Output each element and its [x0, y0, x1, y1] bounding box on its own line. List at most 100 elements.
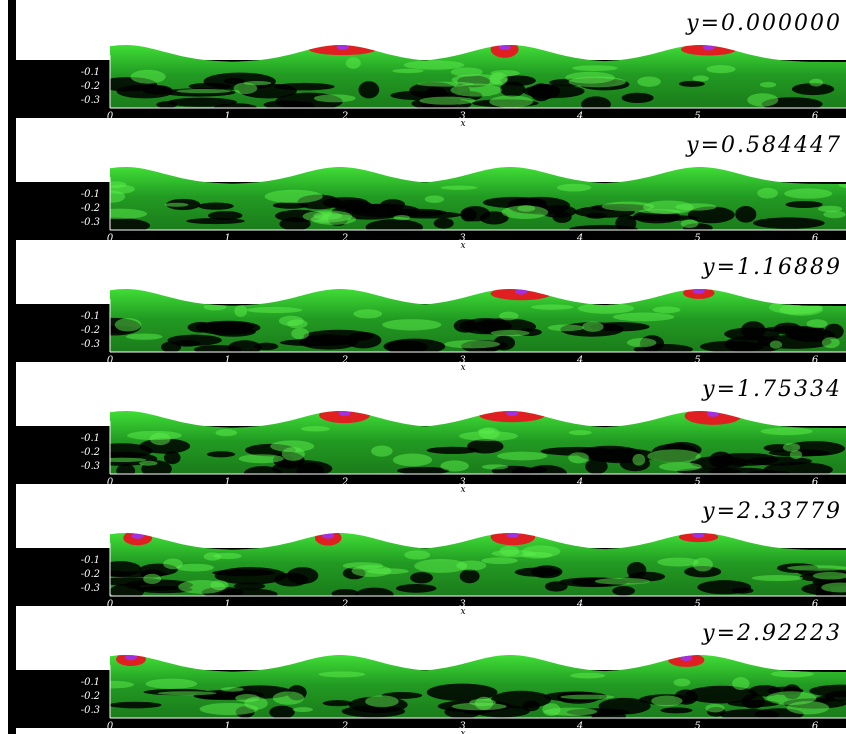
- left-surface: [16, 414, 110, 426]
- light-patch: [157, 691, 217, 696]
- violet-patch: [498, 45, 511, 51]
- x-axis-label: x: [460, 607, 465, 617]
- dark-patch: [206, 451, 236, 458]
- x-tick-label: 1: [224, 599, 230, 610]
- dark-patch: [699, 340, 765, 352]
- x-tick-label: 6: [812, 477, 819, 488]
- light-patch: [647, 449, 701, 464]
- light-patch: [789, 450, 803, 460]
- light-patch: [444, 340, 501, 349]
- light-patch: [392, 453, 433, 467]
- light-patch: [499, 311, 519, 321]
- x-tick-label: 5: [694, 477, 700, 488]
- light-patch: [821, 582, 846, 593]
- dark-patch: [296, 462, 325, 474]
- violet-patch: [322, 533, 335, 539]
- field: [110, 289, 846, 352]
- dark-patch: [322, 700, 353, 707]
- light-patch: [264, 189, 323, 204]
- panel: y=2.33779 0 1 2 3 4 5 6 -0.1 -0.2 -0.3 x: [16, 499, 846, 617]
- violet-patch: [515, 289, 528, 295]
- violet-patch: [506, 411, 519, 417]
- dark-patch: [522, 700, 540, 712]
- y-tick-label: -0.2: [81, 325, 100, 336]
- light-patch: [178, 579, 226, 594]
- light-patch: [782, 443, 801, 452]
- light-patch: [706, 65, 736, 74]
- dark-patch: [110, 561, 142, 577]
- light-patch: [440, 460, 469, 472]
- y-tick-label: -0.1: [81, 677, 100, 688]
- x-tick-label: 2: [341, 721, 348, 732]
- dark-patch: [142, 85, 173, 95]
- dark-patch: [383, 208, 447, 217]
- x-tick-label: 3: [459, 355, 465, 366]
- light-patch: [450, 67, 483, 77]
- x-tick-label: 6: [812, 599, 819, 610]
- y-tick-label: -0.2: [81, 447, 100, 458]
- violet-patch: [338, 411, 351, 417]
- dark-patch: [186, 218, 245, 225]
- y-tick-label: -0.2: [81, 81, 100, 92]
- light-patch: [215, 429, 238, 437]
- y-tick-label: -0.2: [81, 691, 100, 702]
- light-patch: [543, 707, 598, 716]
- dark-patch: [824, 690, 846, 702]
- light-patch: [456, 560, 487, 571]
- dark-patch: [219, 588, 278, 596]
- light-patch: [235, 694, 260, 703]
- x-tick-label: 0: [107, 111, 114, 122]
- dark-patch: [433, 217, 454, 229]
- dark-patch: [426, 683, 498, 701]
- violet-patch: [702, 45, 715, 51]
- field: [110, 411, 846, 474]
- light-patch: [692, 75, 709, 82]
- light-patch: [382, 319, 442, 331]
- y-tick-label: -0.3: [81, 461, 100, 472]
- dark-patch: [690, 456, 749, 470]
- light-patch: [751, 575, 804, 582]
- light-patch: [110, 457, 147, 463]
- dark-patch: [426, 446, 479, 454]
- light-patch: [199, 702, 259, 716]
- dark-patch: [589, 322, 650, 332]
- light-patch: [530, 304, 574, 310]
- light-patch: [809, 78, 824, 87]
- light-patch: [705, 703, 725, 713]
- light-patch: [570, 672, 606, 679]
- dark-patch: [167, 97, 237, 107]
- light-patch: [582, 321, 604, 332]
- y-tick-label: -0.3: [81, 705, 100, 716]
- dark-patch: [197, 202, 234, 210]
- dark-patch: [459, 569, 480, 584]
- x-tick-label: 5: [694, 111, 700, 122]
- light-patch: [657, 557, 700, 567]
- light-patch: [291, 327, 310, 340]
- light-patch: [342, 562, 384, 570]
- x-tick-label: 0: [107, 599, 114, 610]
- field: [110, 45, 846, 108]
- dark-patch: [577, 445, 642, 462]
- light-patch: [318, 671, 366, 678]
- light-patch: [823, 210, 846, 219]
- violet-patch: [131, 533, 144, 539]
- x-tick-label: 1: [224, 477, 230, 488]
- dark-patch: [279, 217, 311, 230]
- dark-patch: [228, 340, 262, 352]
- light-patch: [238, 454, 284, 464]
- y-tick-label: -0.1: [81, 311, 100, 322]
- light-patch: [747, 93, 779, 107]
- dark-patch: [585, 458, 608, 474]
- light-patch: [784, 188, 833, 199]
- panel-label: y=1.16889: [701, 255, 842, 280]
- dark-patch: [732, 587, 754, 594]
- light-patch: [522, 545, 561, 558]
- light-patch: [759, 81, 777, 88]
- dark-patch: [395, 584, 437, 593]
- x-tick-label: 3: [459, 477, 465, 488]
- light-patch: [637, 76, 661, 87]
- x-tick-label: 3: [459, 599, 465, 610]
- light-patch: [176, 88, 231, 94]
- y-tick-label: -0.1: [81, 555, 100, 566]
- x-tick-label: 6: [812, 721, 819, 732]
